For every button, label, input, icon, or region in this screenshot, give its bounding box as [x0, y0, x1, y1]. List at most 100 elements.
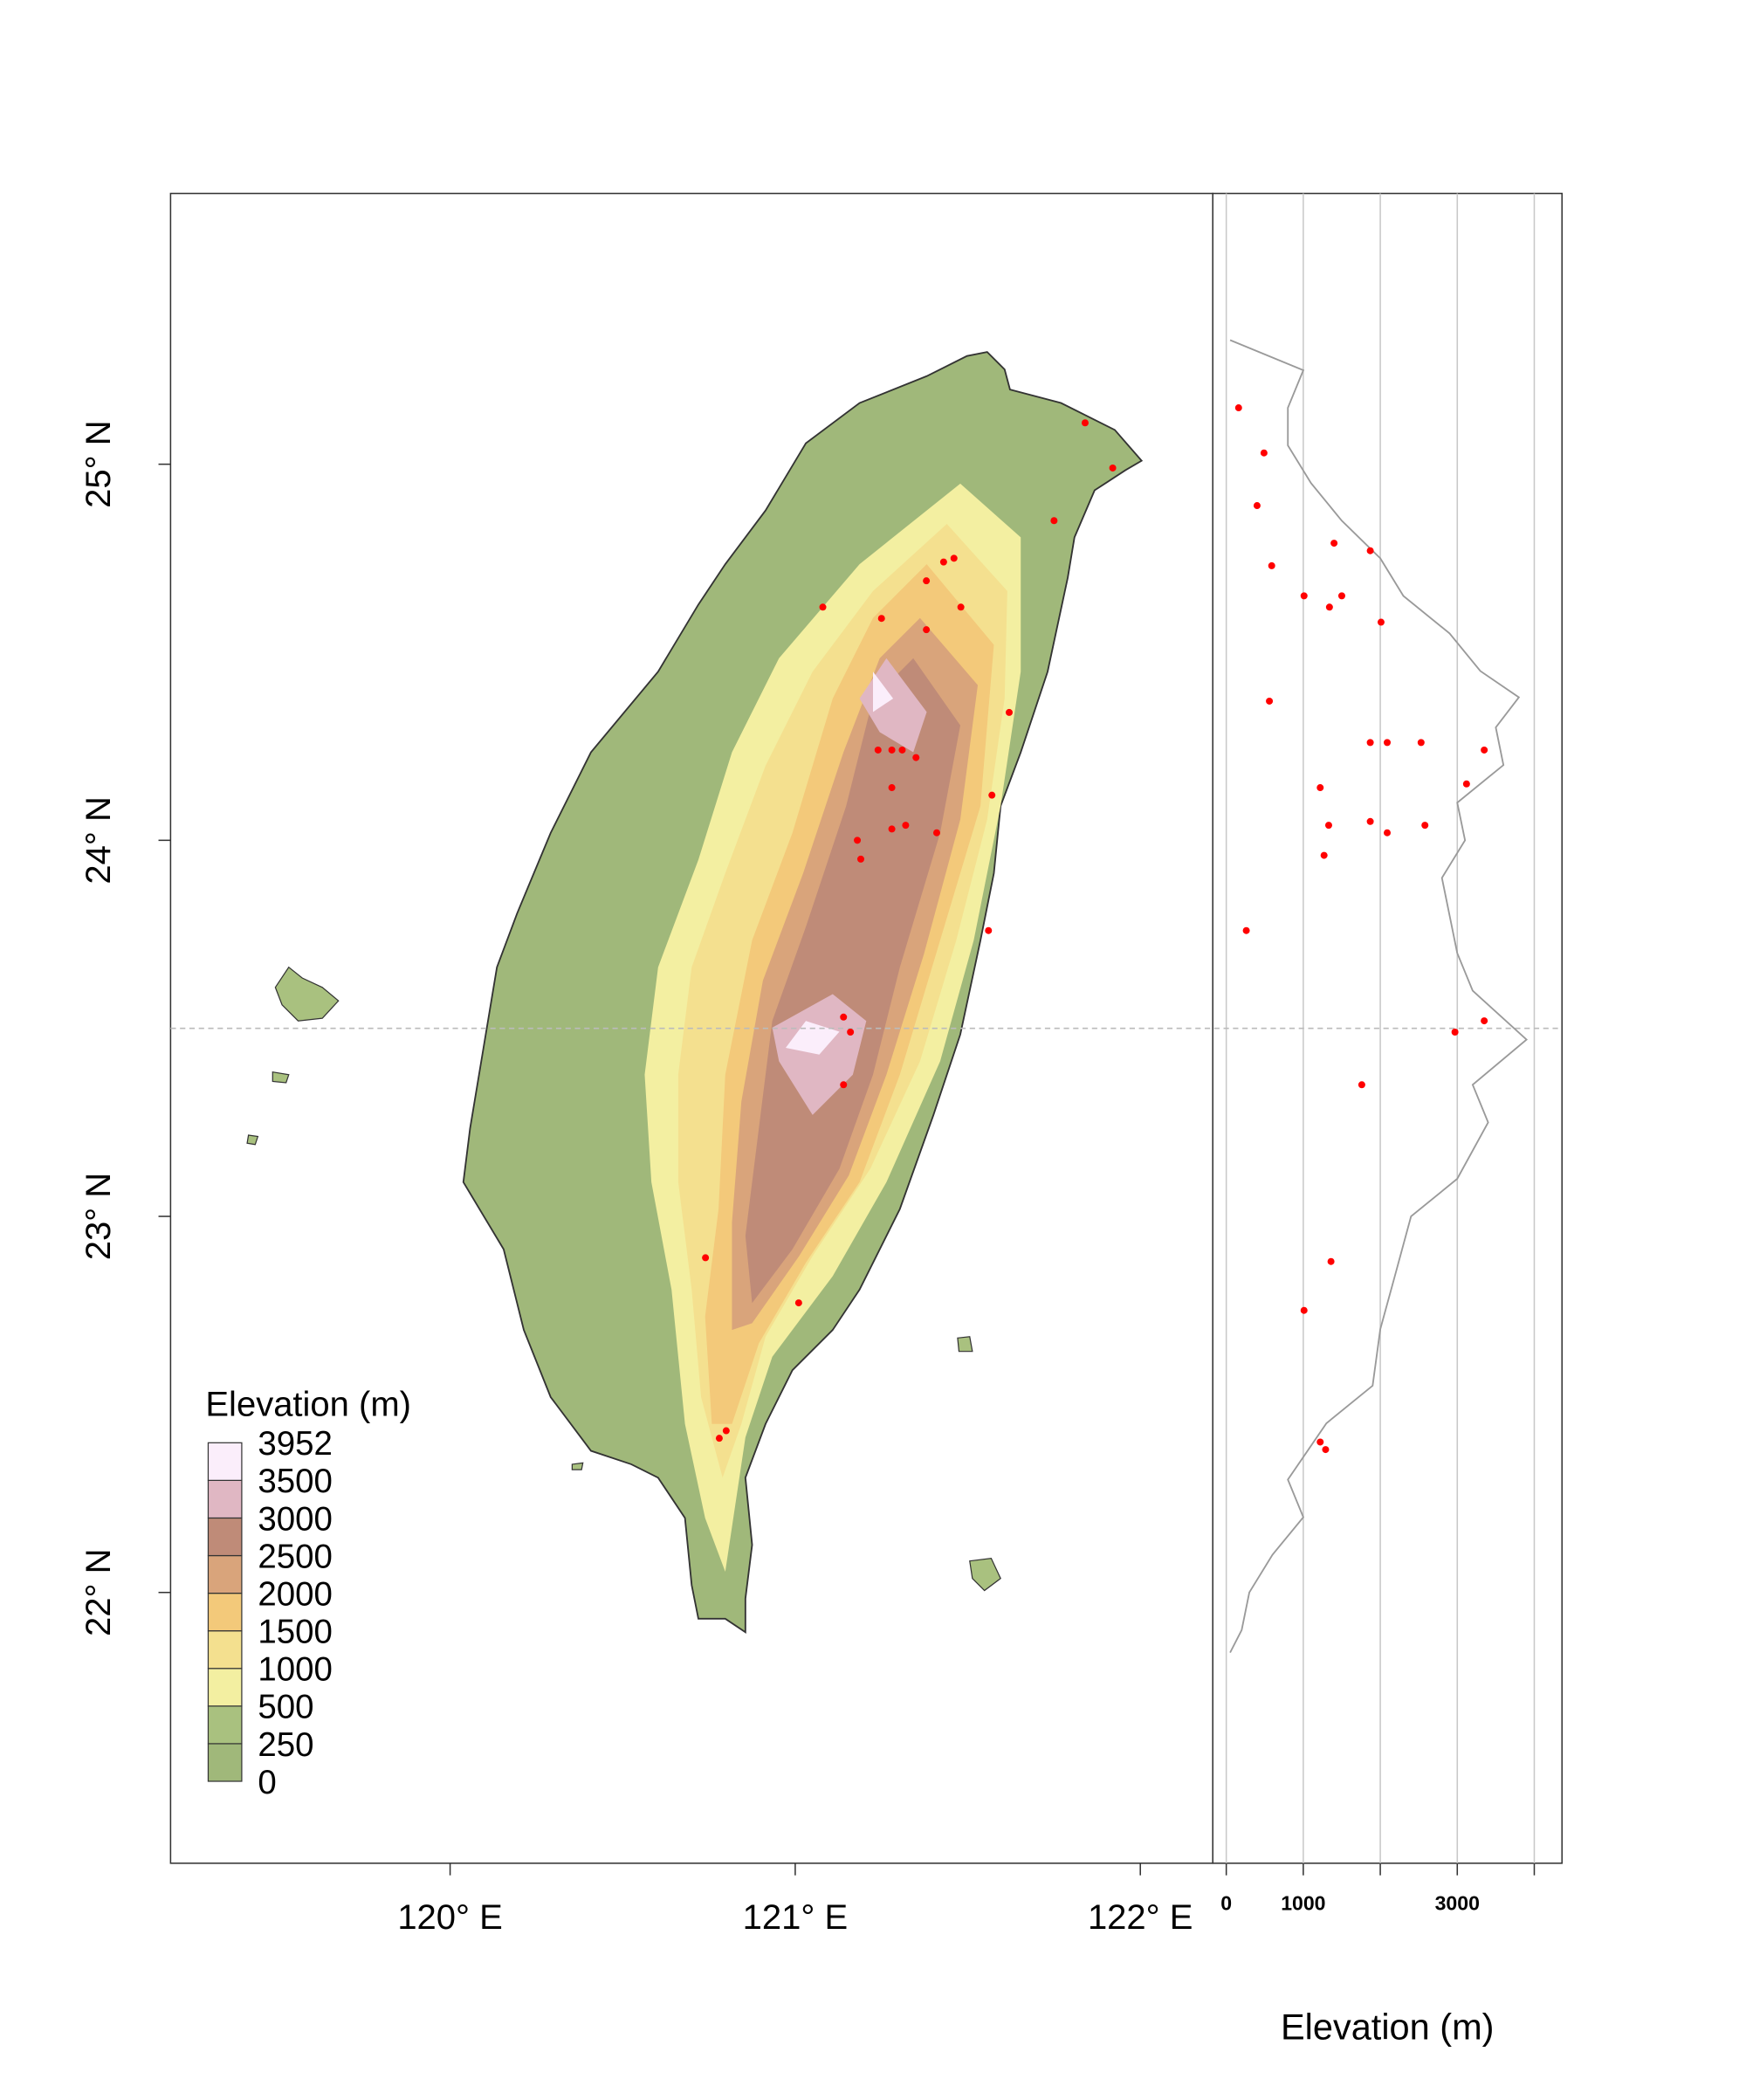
x-tick-label: 3000	[1435, 1892, 1480, 1915]
site	[1322, 1446, 1330, 1454]
site	[1421, 822, 1429, 830]
site	[857, 855, 865, 863]
site	[939, 558, 947, 566]
site	[902, 822, 910, 830]
site	[888, 784, 896, 792]
site	[1266, 697, 1274, 705]
site	[715, 1435, 723, 1442]
site	[702, 1254, 710, 1262]
site	[1451, 1028, 1459, 1036]
y-tick-label: 23° N	[79, 1173, 118, 1261]
site	[1260, 449, 1268, 457]
site	[985, 926, 993, 934]
site	[1366, 739, 1374, 747]
site	[1337, 592, 1345, 600]
y-tick-label: 24° N	[79, 796, 118, 885]
site	[1320, 851, 1328, 859]
site	[1050, 517, 1058, 525]
max-elevation-line	[1229, 339, 1529, 1654]
site	[877, 615, 885, 623]
legend-label: 250	[258, 1726, 313, 1764]
band-2500	[745, 658, 960, 1304]
site	[794, 1299, 802, 1307]
site	[1384, 739, 1392, 747]
legend-swatch	[207, 1517, 243, 1557]
site	[888, 825, 896, 833]
site	[1358, 1081, 1365, 1089]
site	[722, 1427, 730, 1435]
green-island	[957, 1336, 973, 1353]
penghu-island	[272, 1071, 290, 1084]
site	[1417, 739, 1425, 747]
site	[1109, 464, 1117, 472]
site	[1324, 822, 1332, 830]
site	[923, 626, 931, 634]
site	[898, 746, 906, 754]
y-tick-label: 25° N	[79, 420, 118, 508]
site	[923, 577, 931, 585]
legend-swatch	[207, 1630, 243, 1670]
site	[1300, 592, 1308, 600]
legend-title: Elevation (m)	[205, 1386, 411, 1424]
site	[1316, 784, 1324, 792]
site	[1253, 502, 1261, 510]
band-3500	[786, 1021, 840, 1055]
x-tick-label: 121° E	[743, 1898, 849, 1937]
site	[847, 1028, 855, 1036]
site	[957, 603, 965, 611]
legend-label: 3952	[258, 1425, 333, 1463]
profile-x-label: Elevation (m)	[1281, 2006, 1495, 2047]
legend-label: 1000	[258, 1651, 333, 1689]
site	[819, 603, 827, 611]
site	[888, 746, 896, 754]
small-island	[571, 1462, 584, 1470]
x-tick-label: 1000	[1281, 1892, 1325, 1915]
x-tick-label: 0	[1220, 1892, 1232, 1915]
site	[1327, 1257, 1335, 1265]
legend-label: 3000	[258, 1500, 333, 1538]
site	[1330, 540, 1338, 547]
legend-swatch	[207, 1593, 243, 1632]
legend-label: 1500	[258, 1614, 333, 1651]
site	[1366, 817, 1374, 825]
site	[874, 746, 882, 754]
site	[988, 791, 996, 799]
band-3500	[873, 671, 894, 713]
site	[1316, 1438, 1324, 1446]
profile-frame	[1212, 192, 1563, 1864]
legend-label: 3500	[258, 1463, 333, 1500]
penghu-island	[246, 1134, 259, 1146]
legend-label: 500	[258, 1689, 313, 1726]
legend-swatch	[207, 1743, 243, 1782]
site	[1384, 829, 1392, 837]
site	[950, 554, 958, 562]
site	[1268, 561, 1275, 569]
site	[1366, 547, 1374, 554]
site	[1481, 746, 1488, 754]
legend-swatch	[207, 1442, 243, 1482]
legend-swatch	[207, 1668, 243, 1707]
site	[1005, 708, 1013, 716]
legend-swatch	[207, 1705, 243, 1745]
site	[1377, 618, 1385, 626]
legend-label: 2500	[258, 1538, 333, 1575]
site	[840, 1013, 848, 1021]
legend-label: 0	[258, 1764, 276, 1801]
site	[1481, 1017, 1488, 1025]
legend-swatch	[207, 1554, 243, 1594]
x-tick-label: 122° E	[1088, 1898, 1193, 1937]
site	[1325, 603, 1333, 611]
site	[1462, 780, 1470, 788]
orchid-island	[969, 1557, 1001, 1592]
penghu-island	[274, 966, 340, 1022]
site	[932, 829, 940, 837]
site	[1081, 419, 1089, 427]
site	[1300, 1306, 1308, 1314]
legend-label: 2000	[258, 1575, 333, 1613]
legend-swatch	[207, 1479, 243, 1519]
y-tick-label: 22° N	[79, 1548, 118, 1635]
site	[1234, 404, 1242, 412]
site	[1242, 926, 1250, 934]
